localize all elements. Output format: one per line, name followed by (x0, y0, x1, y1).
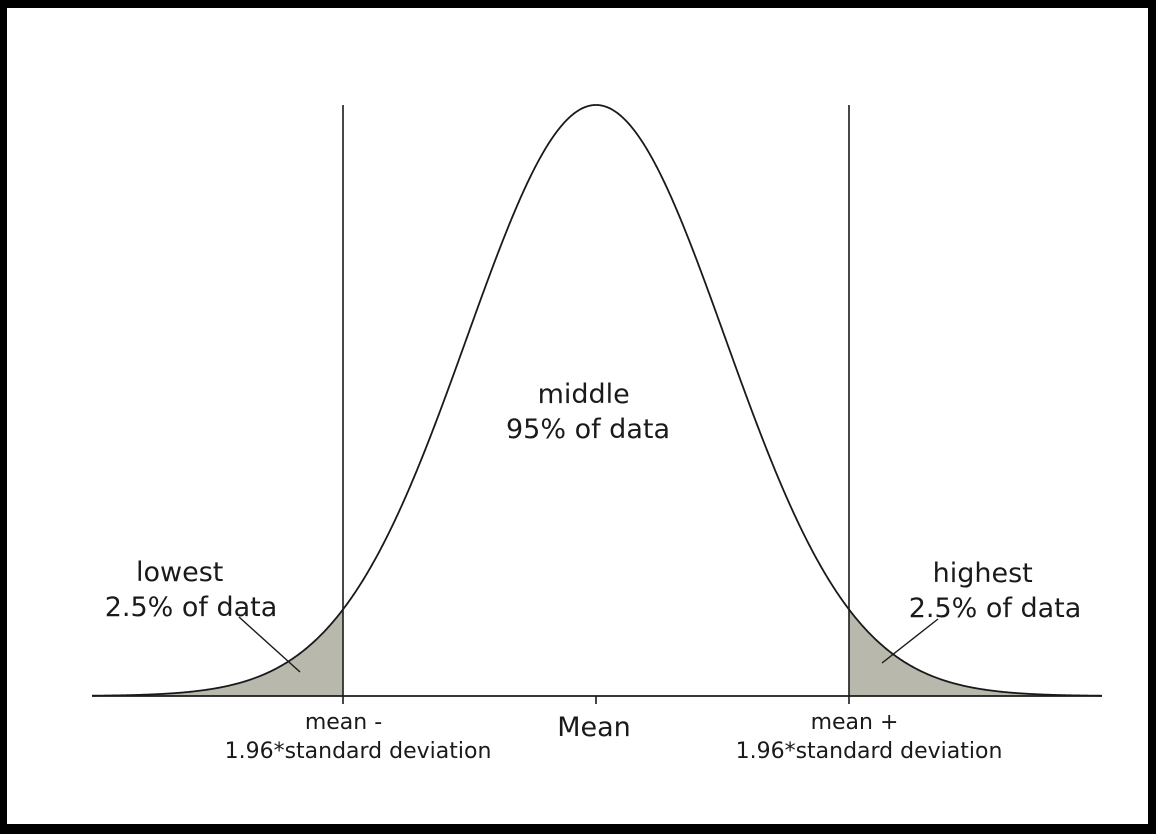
middle-label: middle 95% of data (506, 379, 670, 445)
upper-boundary-label: mean + 1.96*standard deviation (736, 710, 1003, 764)
upper-tail-shading (849, 609, 1102, 696)
highest-label-pointer (881, 618, 939, 664)
lower-tail-shading (92, 609, 343, 696)
lower-boundary-label: mean - 1.96*standard deviation (225, 710, 492, 764)
mean-label: Mean (557, 712, 631, 743)
lowest-label-pointer (238, 616, 301, 673)
highest-label: highest 2.5% of data (909, 558, 1082, 624)
bell-curve (91, 104, 1103, 697)
lowest-label: lowest 2.5% of data (105, 557, 278, 623)
